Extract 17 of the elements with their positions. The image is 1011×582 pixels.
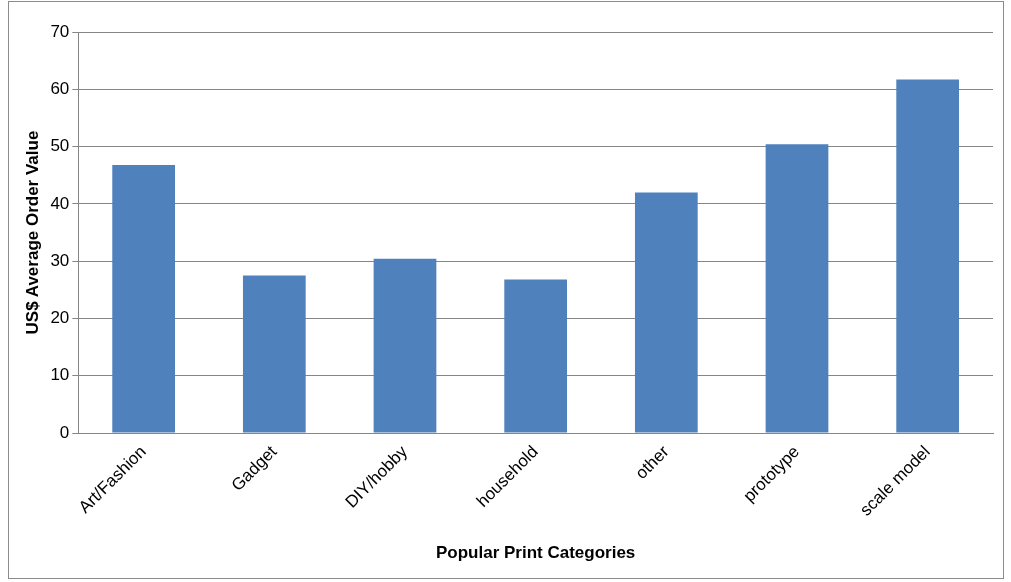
- y-tick-label: 20: [50, 308, 70, 328]
- bar: [896, 79, 960, 433]
- bar: [765, 144, 829, 433]
- y-tick-label: 10: [50, 365, 70, 385]
- y-tick-label: 70: [50, 21, 70, 41]
- y-tick-label: 30: [50, 250, 70, 270]
- y-tick-label: 60: [50, 78, 70, 98]
- bar: [112, 164, 176, 433]
- bar: [504, 279, 568, 433]
- y-tick-label: 0: [59, 422, 70, 442]
- y-axis-title: US$ Average Order Value: [22, 130, 42, 335]
- x-axis-title: Popular Print Categories: [435, 543, 636, 563]
- bar: [634, 192, 698, 433]
- y-tick-label: 40: [50, 193, 70, 213]
- y-tick-label: 50: [50, 136, 70, 156]
- bar: [373, 258, 437, 433]
- bar: [242, 275, 306, 433]
